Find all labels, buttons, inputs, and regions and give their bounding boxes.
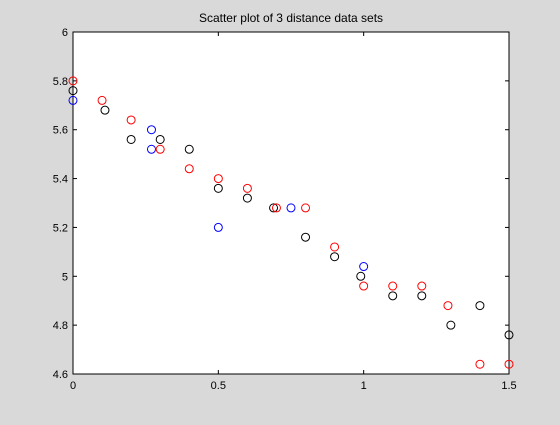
series-2-point [301, 232, 311, 242]
series-3-point [301, 203, 311, 213]
series-2-point [475, 301, 485, 311]
x-tick-label: 0.5 [211, 380, 226, 392]
plot-area [72, 31, 510, 375]
y-tick-label: 5.2 [53, 222, 68, 234]
series-3-point [443, 301, 453, 311]
series-3-point [388, 281, 398, 291]
series-1-point [68, 95, 78, 105]
series-2-point [184, 144, 194, 154]
x-tick-label: 1 [361, 380, 367, 392]
series-3-point [475, 359, 485, 369]
series-2-point [213, 183, 223, 193]
series-2-point [417, 291, 427, 301]
y-tick-label: 6 [62, 27, 68, 39]
series-3-point [359, 281, 369, 291]
series-1-point [359, 262, 369, 272]
series-1-point [213, 222, 223, 232]
series-3-point [330, 242, 340, 252]
series-2-point [269, 203, 279, 213]
series-2-point [388, 291, 398, 301]
series-2-point [68, 86, 78, 96]
series-2-point [504, 330, 514, 340]
y-tick-label: 5.6 [53, 125, 68, 137]
data-points [68, 76, 514, 369]
series-3-point [126, 115, 136, 125]
y-axis: 4.6 4.8 5 5.2 5.4 5.6 5.8 6 [53, 27, 509, 381]
series-3-point [504, 359, 514, 369]
x-tick-label: 1.5 [501, 380, 516, 392]
y-tick-label: 4.6 [53, 369, 68, 381]
y-tick-label: 5.4 [53, 174, 68, 186]
series-1-point [146, 144, 156, 154]
series-3-point [271, 203, 281, 213]
series-2-point [242, 193, 252, 203]
series-1-point [146, 125, 156, 135]
series-2-point [356, 271, 366, 281]
series-2-point [126, 134, 136, 144]
series-3-point [184, 164, 194, 174]
series-3-point [213, 174, 223, 184]
series-2-point [446, 320, 456, 330]
y-tick-label: 5 [62, 271, 68, 283]
series-2-point [330, 252, 340, 262]
chart-title: Scatter plot of 3 distance data sets [199, 11, 383, 25]
y-tick-label: 4.8 [53, 320, 68, 332]
series-2-point [155, 134, 165, 144]
series-3-point [68, 76, 78, 86]
series-3-point [242, 183, 252, 193]
x-tick-label: 0 [70, 380, 76, 392]
y-tick-label: 5.8 [53, 76, 68, 88]
series-2-point [100, 105, 110, 115]
series-3-point [155, 144, 165, 154]
x-axis: 0 0.5 1 1.5 [70, 32, 517, 392]
series-3-point [97, 95, 107, 105]
series-3-point [417, 281, 427, 291]
series-1-point [286, 203, 296, 213]
